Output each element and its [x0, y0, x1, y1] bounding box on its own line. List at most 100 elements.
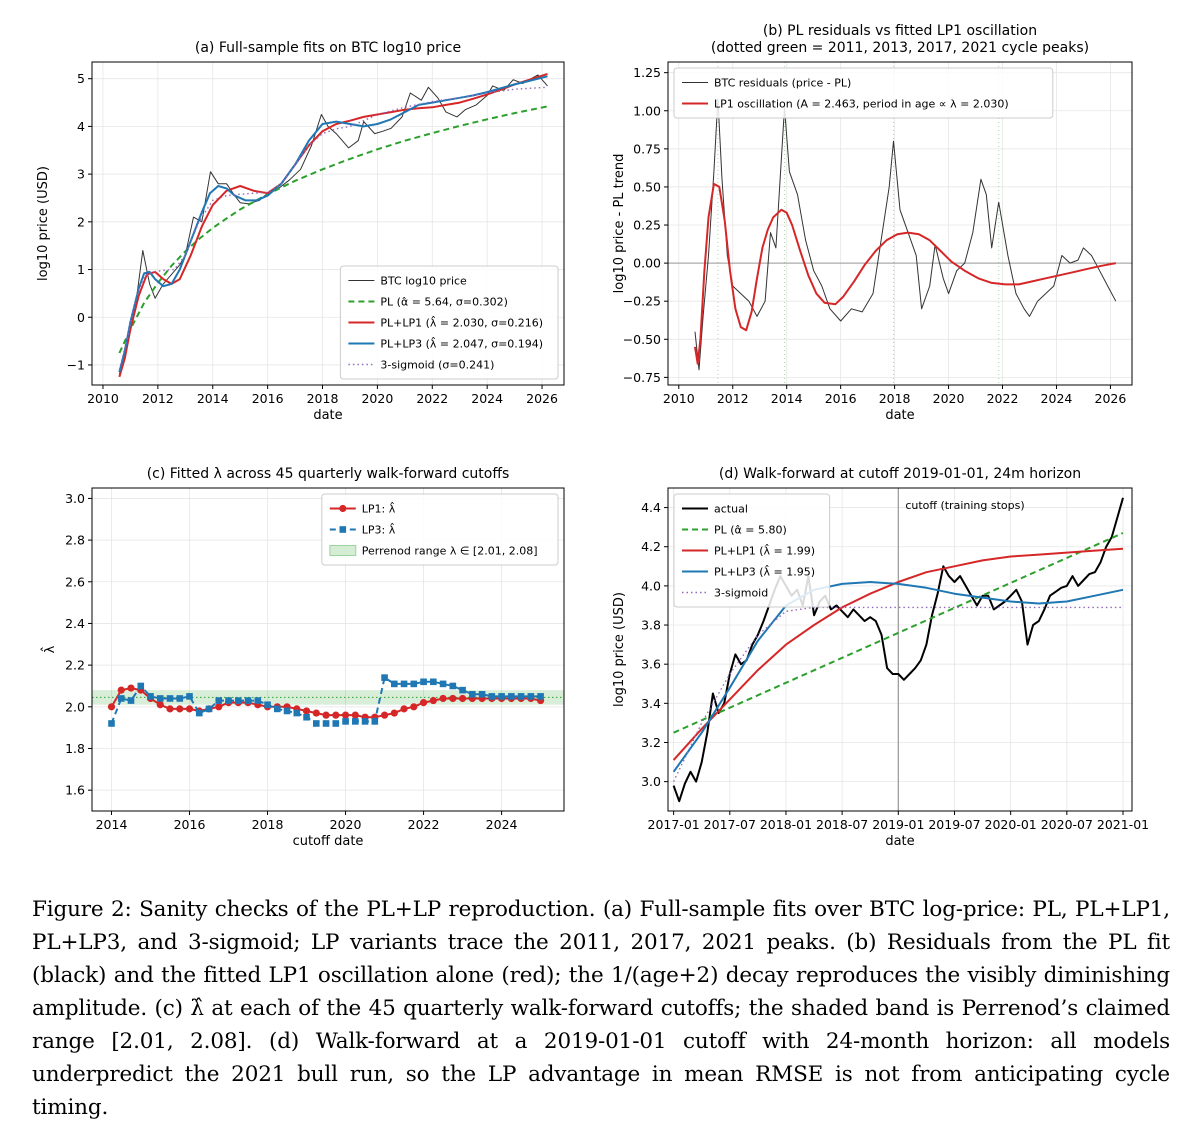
legend-label: PL+LP1 (λ̂ = 2.030, σ=0.216): [380, 315, 543, 329]
y-axis-label: log10 price - PL trend: [612, 154, 627, 294]
data-point: [108, 720, 115, 727]
data-point: [312, 709, 320, 717]
legend-label: 3-sigmoid (σ=0.241): [380, 359, 494, 372]
legend-label: PL (α̂ = 5.64, σ=0.302): [380, 296, 507, 309]
figure: 2010 2012 2014 2016 2018 2020 2022 2024 2026 −1 0 1…: [36, 23, 1149, 849]
x-tick-label: 2017-07: [704, 817, 756, 832]
x-tick-label: 2017-01: [648, 817, 700, 832]
x-axis-label: cutoff date: [293, 834, 364, 849]
chart-title: (d) Walk-forward at cutoff 2019-01-01, 2…: [719, 466, 1081, 482]
y-axis-label: log10 price (USD): [612, 592, 627, 707]
y-tick-label: 5: [77, 71, 85, 86]
x-axis-label: date: [885, 408, 914, 423]
series-line-2: [118, 72, 548, 378]
legend-box: [673, 493, 831, 608]
y-tick-label: 3.4: [641, 696, 661, 711]
y-tick-label: 4: [77, 119, 85, 134]
y-tick-label: 0.00: [633, 256, 661, 271]
y-tick-label: −0.50: [623, 332, 661, 347]
series-line-4: [672, 606, 1123, 782]
y-tick-label: 0: [77, 310, 85, 325]
legend-swatch: [329, 545, 357, 556]
legend-label: actual: [714, 503, 748, 516]
axes-frame: [667, 487, 1133, 812]
x-axis-label: date: [313, 408, 342, 423]
y-tick-label: 2.0: [65, 699, 85, 714]
data-point: [449, 682, 457, 690]
data-point: [147, 693, 154, 700]
x-tick-label: 2014: [96, 817, 128, 832]
y-tick-label: 1.00: [633, 103, 661, 118]
y-tick-label: 1.25: [633, 65, 661, 80]
x-tick-label: 2020: [361, 391, 393, 406]
y-tick-label: 3.2: [641, 735, 661, 750]
data-point: [244, 697, 252, 704]
data-point: [488, 693, 496, 700]
axes-frame: [91, 61, 565, 386]
y-tick-label: 3.0: [641, 774, 661, 789]
x-tick-label: 2014: [771, 391, 803, 406]
data-point: [234, 697, 242, 704]
data-point: [410, 703, 418, 711]
x-tick-label: 2024: [486, 817, 518, 832]
legend-label: BTC log10 price: [380, 275, 467, 288]
panel-c: 2014 2016 2018 2020 2022 2024 1.6 1.8 2.0 2.2 2.4 2…: [41, 466, 565, 849]
series-line-0: [694, 98, 1117, 371]
y-tick-label: 2.6: [65, 574, 85, 589]
x-tick-label: 2012: [142, 391, 174, 406]
y-tick-label: 3: [77, 167, 85, 182]
y-tick-label: 3.0: [65, 491, 85, 506]
legend: actual PL (α̂ = 5.80) PL+LP1 (λ̂ = 1.99) PL…: [673, 493, 831, 608]
y-tick-label: 3.6: [641, 657, 661, 672]
x-tick-label: 2016: [174, 817, 206, 832]
y-axis-label: log10 price (USD): [36, 166, 51, 281]
axes-frame: [667, 61, 1133, 386]
data-point: [381, 674, 388, 681]
data-point: [176, 705, 184, 713]
x-tick-label: 2020-01: [985, 817, 1037, 832]
data-point: [195, 709, 203, 717]
data-point: [332, 720, 340, 727]
data-point: [332, 711, 340, 719]
legend-marker: [339, 504, 347, 513]
y-tick-label: 4.0: [641, 578, 661, 593]
plot-area: [92, 674, 564, 727]
x-tick-label: 2026: [1095, 391, 1127, 406]
plot-area: [668, 62, 1132, 385]
data-point: [117, 695, 125, 702]
data-point: [439, 694, 447, 703]
chart-title: (b) PL residuals vs fitted LP1 oscillati…: [763, 23, 1037, 39]
data-point: [391, 680, 398, 688]
data-point: [293, 709, 301, 717]
data-point: [215, 697, 223, 704]
data-point: [430, 678, 437, 686]
x-tick-label: 2018: [879, 391, 911, 406]
x-tick-label: 2020: [330, 817, 362, 832]
data-point: [322, 720, 330, 727]
data-point: [351, 711, 359, 719]
x-tick-label: 2024: [1041, 391, 1073, 406]
y-tick-label: 1.8: [65, 741, 85, 756]
y-axis-label: λ̂: [41, 645, 58, 653]
legend-label: 3-sigmoid: [714, 587, 768, 600]
data-point: [215, 703, 223, 711]
figure-caption: Figure 2: Sanity checks of the PL+LP rep…: [32, 897, 1170, 1120]
data-point: [478, 691, 486, 698]
data-point: [352, 718, 359, 725]
x-tick-label: 2026: [526, 391, 558, 406]
data-point: [127, 684, 135, 692]
data-point: [439, 680, 447, 688]
data-point: [537, 693, 544, 700]
data-point: [264, 701, 271, 709]
y-tick-label: 0.50: [633, 179, 661, 194]
y-tick-label: 2.8: [65, 533, 85, 548]
legend-box: [339, 265, 559, 380]
data-point: [302, 707, 311, 715]
x-tick-label: 2010: [663, 391, 695, 406]
legend-label: Perrenod range λ ∈ [2.01, 2.08]: [362, 545, 538, 558]
legend-label: LP1: λ̂: [362, 501, 396, 515]
data-point: [186, 693, 193, 700]
data-point: [459, 686, 466, 694]
plot-area: [672, 488, 1124, 811]
data-point: [273, 705, 281, 713]
